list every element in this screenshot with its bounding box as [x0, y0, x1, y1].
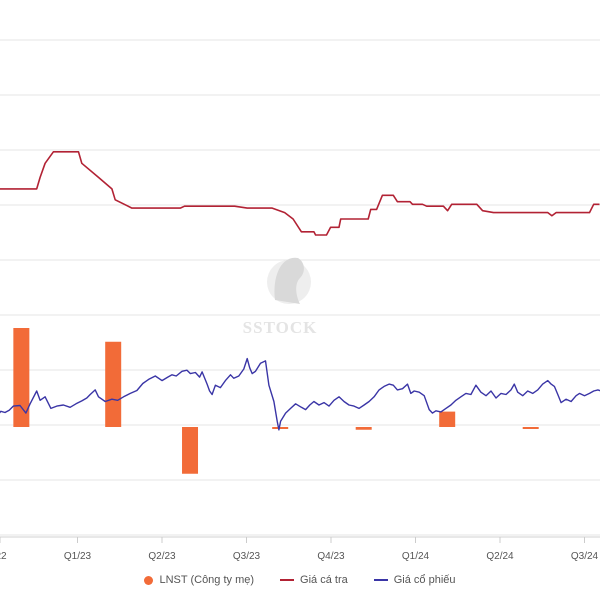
- profit-bar: [105, 341, 122, 427]
- profit-bar: [522, 427, 539, 429]
- profit-bar: [13, 328, 30, 427]
- legend: LNST (Công ty mẹ) Giá cá tra Giá cổ phiế…: [0, 574, 600, 586]
- legend-label-stock-price: Giá cổ phiếu: [393, 574, 456, 586]
- legend-label-profit: LNST (Công ty mẹ): [159, 574, 255, 586]
- legend-swatch-stock-price: [373, 579, 388, 581]
- x-axis-ticks: Q4/22 Q1/23 Q2/23 Q3/23 Q4/23 Q1/24 Q2/24 Q3/24: [0, 536, 600, 562]
- profit-bars: [13, 328, 539, 474]
- x-tick-label: Q2/24: [486, 551, 514, 562]
- legend-label-fish-price: Giá cá tra: [300, 574, 348, 586]
- legend-swatch-profit: [144, 575, 154, 585]
- watermark-text: SSTOCK: [243, 318, 318, 337]
- legend-item-stock-price[interactable]: Giá cổ phiếu: [373, 574, 456, 586]
- fish-price-line: [0, 151, 600, 236]
- x-tick-label: Q1/24: [402, 551, 430, 562]
- x-tick-label: Q1/23: [64, 551, 92, 562]
- watermark-logo: SSTOCK: [243, 257, 318, 337]
- x-tick-label: Q4/23: [317, 551, 345, 562]
- profit-bar: [272, 427, 289, 429]
- x-tick-label: Q4/22: [0, 551, 7, 562]
- x-tick-label: Q3/24: [571, 551, 599, 562]
- legend-item-fish-price[interactable]: Giá cá tra: [280, 574, 348, 586]
- stock-price-line: [0, 357, 600, 431]
- profit-bar: [355, 427, 372, 430]
- profit-bar: [182, 427, 199, 474]
- legend-swatch-fish-price: [280, 579, 295, 581]
- price-lines: [0, 151, 600, 431]
- x-tick-label: Q3/23: [233, 551, 261, 562]
- legend-item-profit[interactable]: LNST (Công ty mẹ): [144, 574, 254, 586]
- profit-bar: [439, 411, 456, 427]
- x-tick-label: Q2/23: [148, 551, 176, 562]
